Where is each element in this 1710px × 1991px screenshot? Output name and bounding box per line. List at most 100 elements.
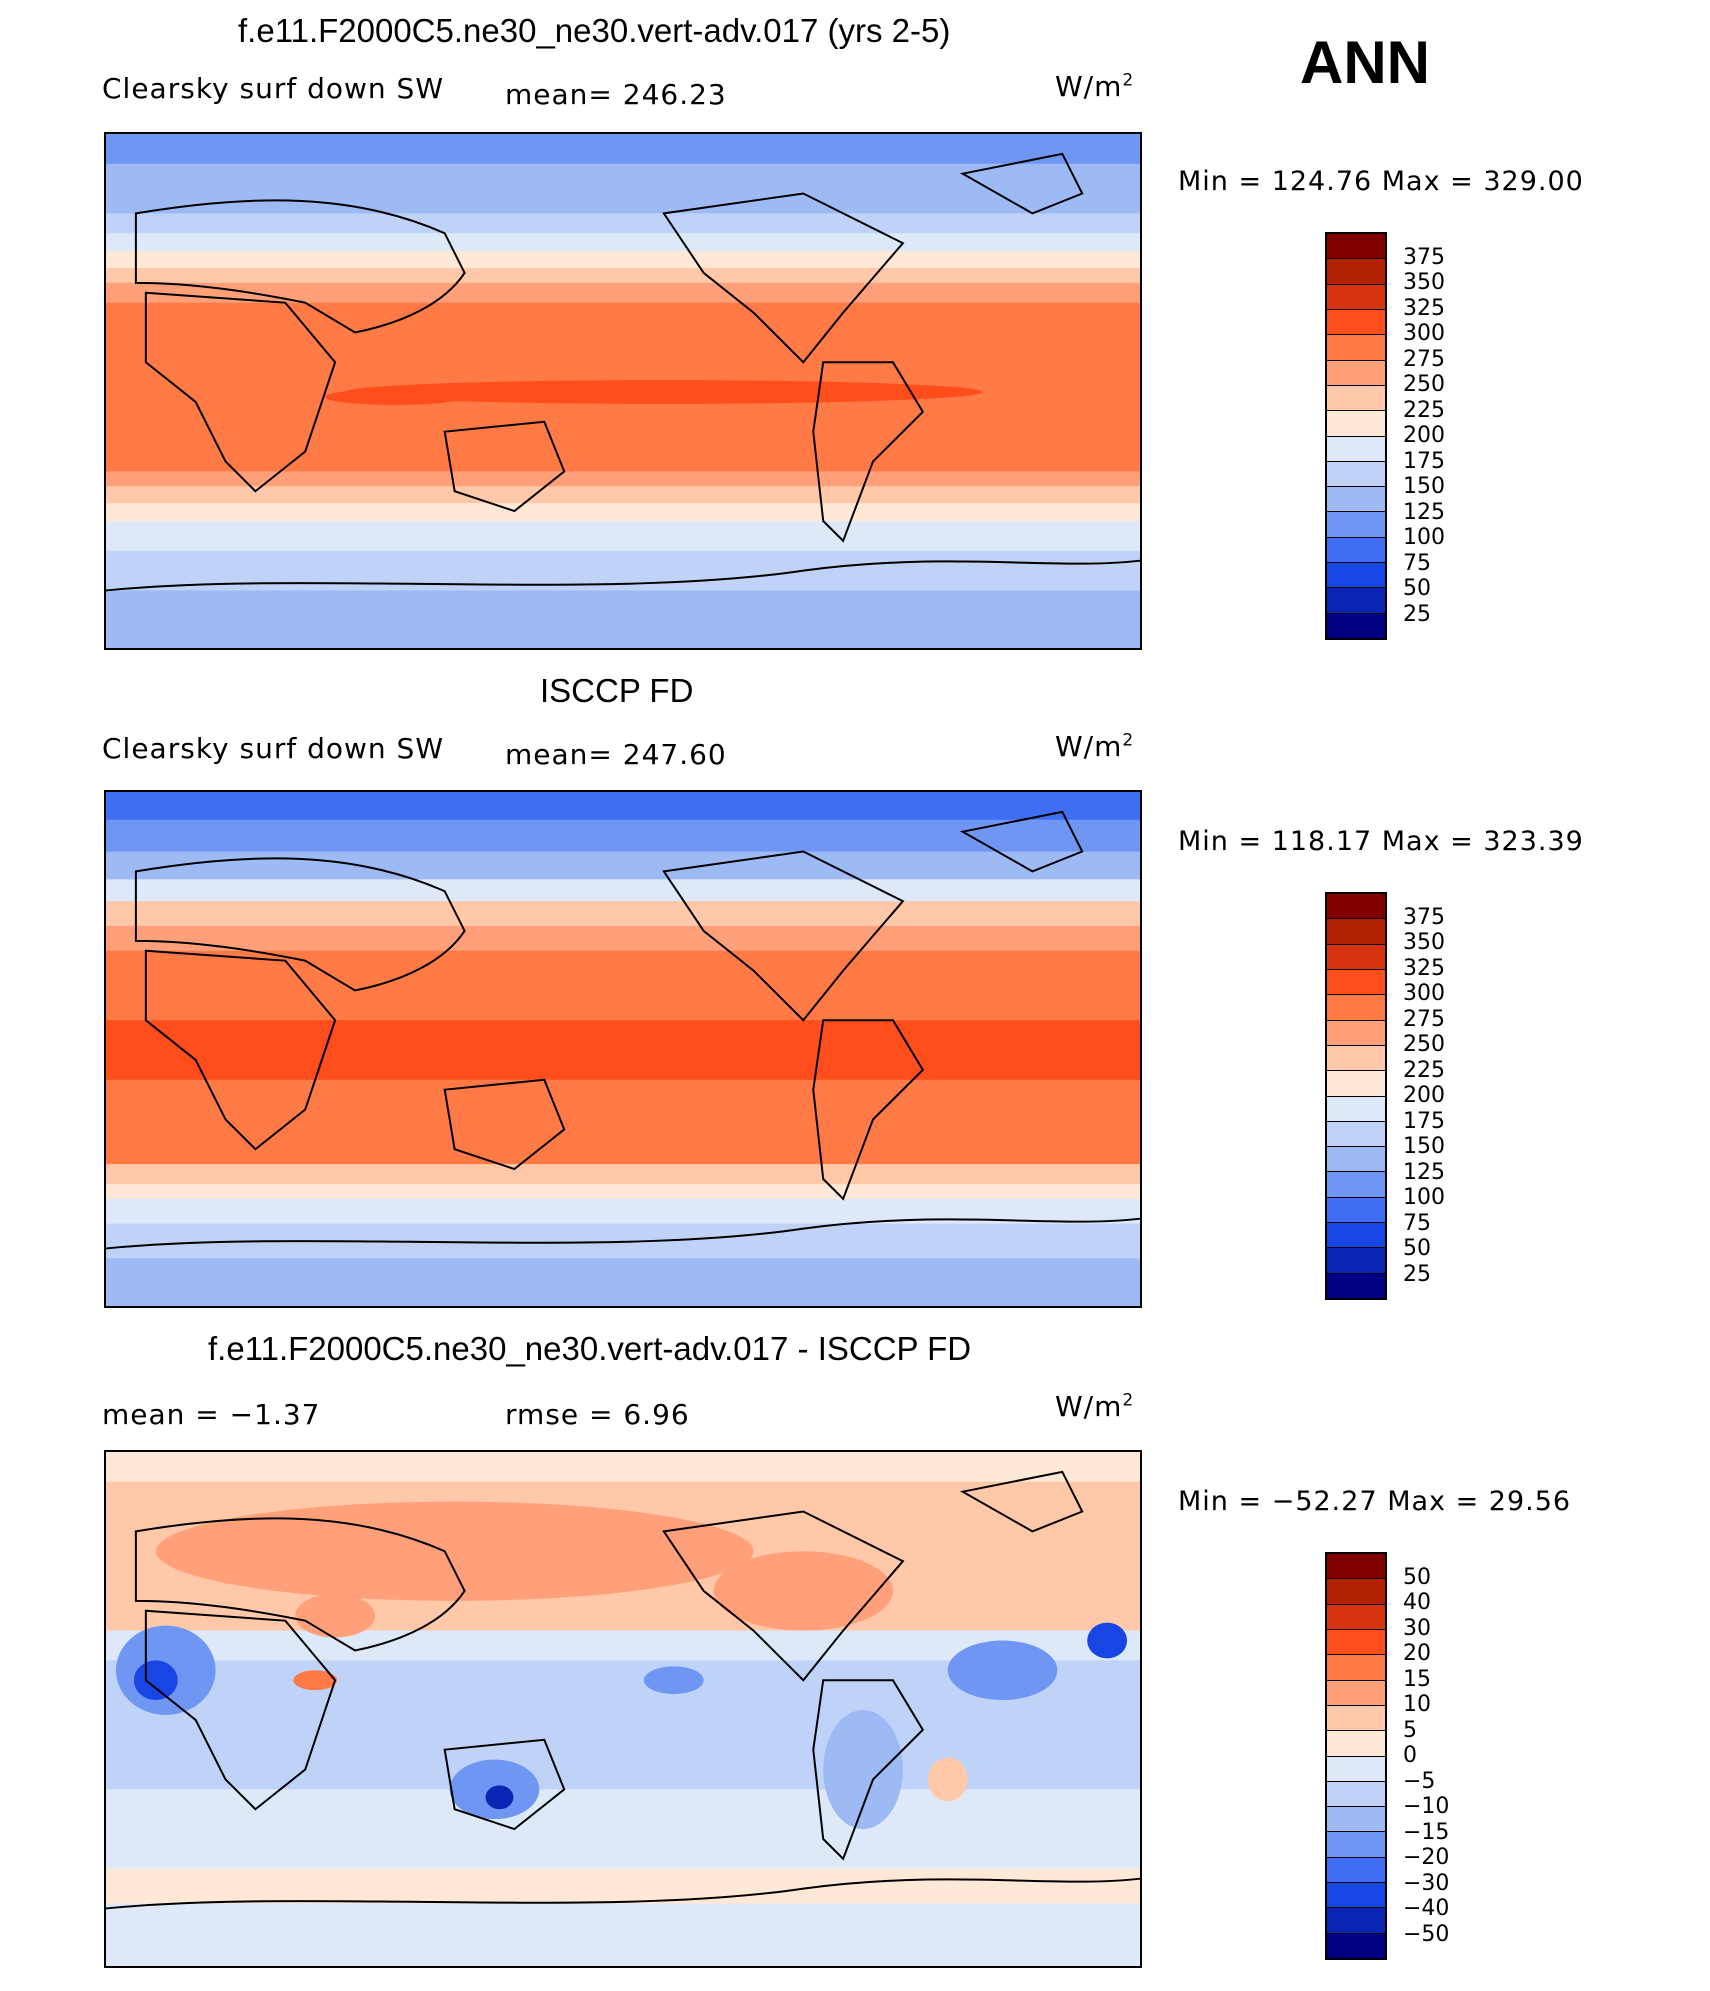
panel1-colorbar-swatch [1327, 335, 1385, 361]
colorbar-tick-label: 25 [1403, 1261, 1431, 1287]
panel2-map [104, 790, 1142, 1308]
panel2-minmax: Min = 118.17 Max = 323.39 [1178, 826, 1584, 857]
panel3-colorbar [1325, 1552, 1387, 1960]
panel1-colorbar-swatch [1327, 563, 1385, 589]
panel2-colorbar-swatch [1327, 1045, 1385, 1072]
panel1-colorbar-swatch [1327, 461, 1385, 488]
colorbar-tick-label: 350 [1403, 930, 1445, 955]
colorbar-tick-label: 10 [1403, 1692, 1431, 1717]
panel3-colorbar-swatch [1327, 1604, 1385, 1630]
colorbar-tick-label: 175 [1403, 1108, 1445, 1134]
panel2-colorbar-swatch [1327, 894, 1385, 920]
panel2-colorbar-swatch [1327, 1197, 1385, 1224]
panel2-colorbar-swatch [1327, 969, 1385, 996]
colorbar-tick-label: 225 [1403, 397, 1445, 423]
colorbar-tick-label: −30 [1403, 1870, 1450, 1896]
panel3-colorbar-swatch [1327, 1832, 1385, 1858]
panel2-colorbar-swatch [1327, 1020, 1385, 1046]
colorbar-tick-label: 30 [1403, 1615, 1431, 1641]
panel2-units: W/m2 [1055, 730, 1135, 763]
colorbar-tick-label: 250 [1403, 1032, 1445, 1057]
panel1-mean-label: mean= 246.23 [505, 78, 727, 111]
panel2-colorbar-swatch [1327, 995, 1385, 1021]
panel3-colorbar-swatch [1327, 1908, 1385, 1934]
panel1-colorbar-swatch [1327, 360, 1385, 386]
panel2-contour-field [106, 792, 1140, 1306]
panel2-mean-label: mean= 247.60 [505, 738, 727, 771]
panel2-colorbar-swatch [1327, 1273, 1385, 1298]
colorbar-tick-label: −5 [1403, 1768, 1436, 1794]
panel3-colorbar-swatch [1327, 1554, 1385, 1580]
panel1-minmax: Min = 124.76 Max = 329.00 [1178, 166, 1584, 197]
panel2-variable-label: Clearsky surf down SW [102, 732, 445, 765]
colorbar-tick-label: 50 [1403, 1236, 1431, 1261]
panel2-colorbar-swatch [1327, 1248, 1385, 1274]
panel1-map [104, 132, 1142, 650]
colorbar-tick-label: 20 [1403, 1641, 1431, 1666]
panel2-title: ISCCP FD [540, 672, 694, 709]
panel2-colorbar-swatch [1327, 1223, 1385, 1249]
panel2-colorbar-swatch [1327, 1147, 1385, 1173]
panel1-colorbar-swatch [1327, 309, 1385, 336]
colorbar-tick-label: 350 [1403, 270, 1445, 295]
colorbar-tick-label: 375 [1403, 904, 1445, 930]
colorbar-tick-label: 225 [1403, 1057, 1445, 1083]
colorbar-tick-label: 250 [1403, 372, 1445, 397]
panel3-colorbar-swatch [1327, 1655, 1385, 1681]
colorbar-tick-label: −10 [1403, 1794, 1450, 1819]
panel2-colorbar-swatch [1327, 944, 1385, 970]
colorbar-tick-label: 100 [1403, 525, 1445, 550]
panel1-colorbar-swatch [1327, 588, 1385, 614]
panel3-map [104, 1450, 1142, 1968]
panel3-colorbar-swatch [1327, 1883, 1385, 1909]
panel1-variable-label: Clearsky surf down SW [102, 72, 445, 105]
panel2-colorbar-swatch [1327, 1071, 1385, 1097]
colorbar-tick-label: 100 [1403, 1185, 1445, 1210]
colorbar-tick-label: 125 [1403, 1159, 1445, 1185]
colorbar-tick-label: 75 [1403, 1210, 1431, 1236]
panel3-colorbar-swatch [1327, 1705, 1385, 1732]
colorbar-tick-label: 275 [1403, 1006, 1445, 1032]
colorbar-tick-label: 0 [1403, 1743, 1417, 1768]
panel3-minmax: Min = −52.27 Max = 29.56 [1178, 1486, 1572, 1517]
panel1-colorbar-swatch [1327, 613, 1385, 638]
colorbar-tick-label: 200 [1403, 1083, 1445, 1108]
colorbar-tick-label: 50 [1403, 1564, 1431, 1590]
colorbar-tick-label: 375 [1403, 244, 1445, 270]
panel2-colorbar [1325, 892, 1387, 1300]
colorbar-tick-label: −50 [1403, 1921, 1450, 1947]
panel3-mean-label: mean = −1.37 [102, 1398, 321, 1431]
panel3-colorbar-swatch [1327, 1781, 1385, 1808]
colorbar-tick-label: 75 [1403, 550, 1431, 576]
panel1-colorbar-swatch [1327, 284, 1385, 310]
colorbar-tick-label: 300 [1403, 321, 1445, 346]
season-label: ANN [1300, 29, 1430, 96]
panel3-colorbar-swatch [1327, 1857, 1385, 1884]
panel1-units: W/m2 [1055, 70, 1135, 103]
colorbar-tick-label: 150 [1403, 1134, 1445, 1159]
panel1-colorbar [1325, 232, 1387, 640]
colorbar-tick-label: 50 [1403, 576, 1431, 601]
panel3-title: f.e11.F2000C5.ne30_ne30.vert-adv.017 - I… [208, 1330, 972, 1367]
panel2-colorbar-ticks: 375 350 325 300 275 250 225 200 175 150 … [1403, 892, 1493, 1300]
colorbar-tick-label: 200 [1403, 423, 1445, 448]
panel3-colorbar-swatch [1327, 1579, 1385, 1605]
colorbar-tick-label: 40 [1403, 1590, 1431, 1615]
colorbar-tick-label: 325 [1403, 295, 1445, 321]
panel3-colorbar-swatch [1327, 1629, 1385, 1656]
panel1-colorbar-swatch [1327, 512, 1385, 538]
panel1-colorbar-ticks: 375 350 325 300 275 250 225 200 175 150 … [1403, 232, 1493, 640]
colorbar-tick-label: 175 [1403, 448, 1445, 474]
panel3-colorbar-swatch [1327, 1807, 1385, 1833]
panel2-colorbar-swatch [1327, 1096, 1385, 1122]
panel1-colorbar-swatch [1327, 411, 1385, 437]
panel1-colorbar-swatch [1327, 537, 1385, 564]
panel3-contour-field [106, 1452, 1140, 1966]
colorbar-tick-label: 15 [1403, 1666, 1431, 1692]
panel3-colorbar-swatch [1327, 1731, 1385, 1757]
panel1-title: f.e11.F2000C5.ne30_ne30.vert-adv.017 (yr… [238, 12, 951, 49]
panel1-contour-field [106, 134, 1140, 648]
panel1-colorbar-swatch [1327, 487, 1385, 513]
colorbar-tick-label: 150 [1403, 474, 1445, 499]
panel3-rmse-label: rmse = 6.96 [505, 1398, 690, 1431]
